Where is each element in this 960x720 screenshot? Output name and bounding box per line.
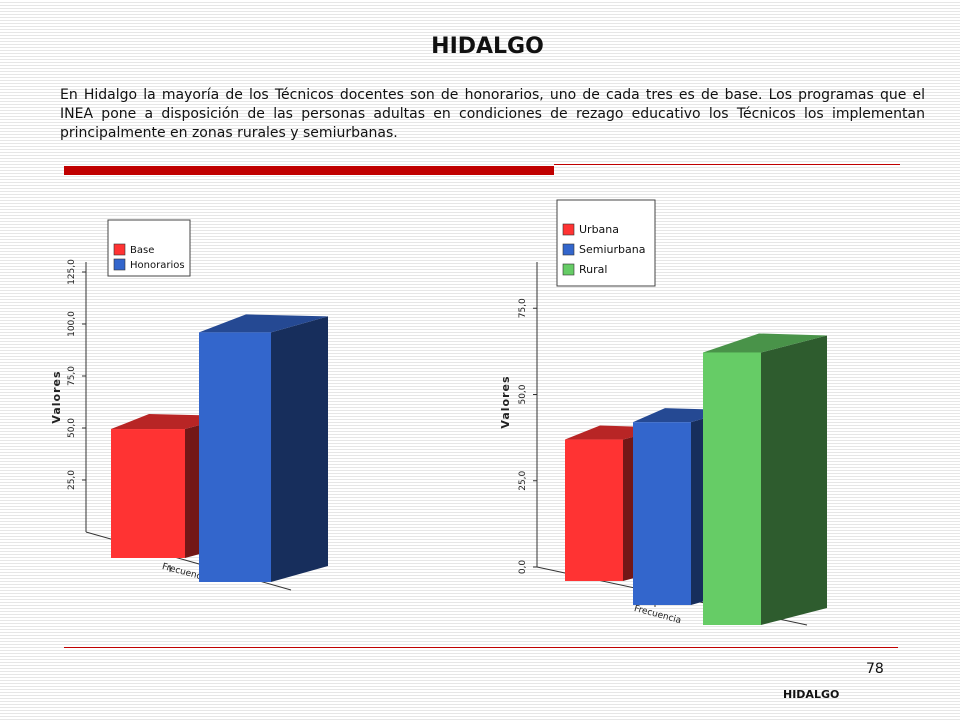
red-divider-bottom [64,647,898,648]
legend-label: Base [130,245,154,256]
legend-swatch [113,258,126,271]
bar-top [703,333,827,353]
legend-swatch [113,243,126,256]
bar-rural [703,333,827,625]
y-tick-label: 75,0 [518,298,528,318]
y-tick-label: 50,0 [518,384,528,404]
y-tick-label: 25,0 [67,470,77,490]
legend: Base Honorarios [107,219,191,277]
y-tick-label: 125,0 [67,259,77,285]
y-tick-label: 100,0 [67,311,77,337]
bar-front [703,352,761,625]
intro-paragraph: En Hidalgo la mayoría de los Técnicos do… [60,87,925,141]
legend-swatch [562,223,575,236]
bar-front [199,332,271,582]
page-title: HIDALGO [431,34,544,59]
bar-side [761,335,827,625]
legend-label: Honorarios [130,260,185,271]
bar-front [565,439,623,581]
bar-front [111,429,185,558]
y-axis-label: Valores [499,375,512,428]
legend-label: Semiurbana [579,243,645,256]
bar-side [271,316,328,582]
legend: Urbana Semiurbana Rural [556,199,656,287]
red-accent-bar [64,166,554,175]
y-axis-label: Valores [50,370,63,423]
bar-front [633,422,691,605]
legend-swatch [562,243,575,256]
footer-label: HIDALGO [783,688,840,701]
x-category-label: Frecuencia [633,604,682,626]
legend-swatch [562,263,575,276]
y-tick-label: 0,0 [518,560,528,575]
bar-honorarios [199,314,328,582]
legend-label: Urbana [579,223,619,236]
bar-top [199,314,328,333]
legend-label: Rural [579,263,607,276]
y-tick-label: 25,0 [518,470,528,490]
red-divider-top [554,164,900,165]
y-tick-label: 75,0 [67,366,77,386]
page-number: 78 [866,661,884,677]
y-tick-label: 50,0 [67,418,77,438]
